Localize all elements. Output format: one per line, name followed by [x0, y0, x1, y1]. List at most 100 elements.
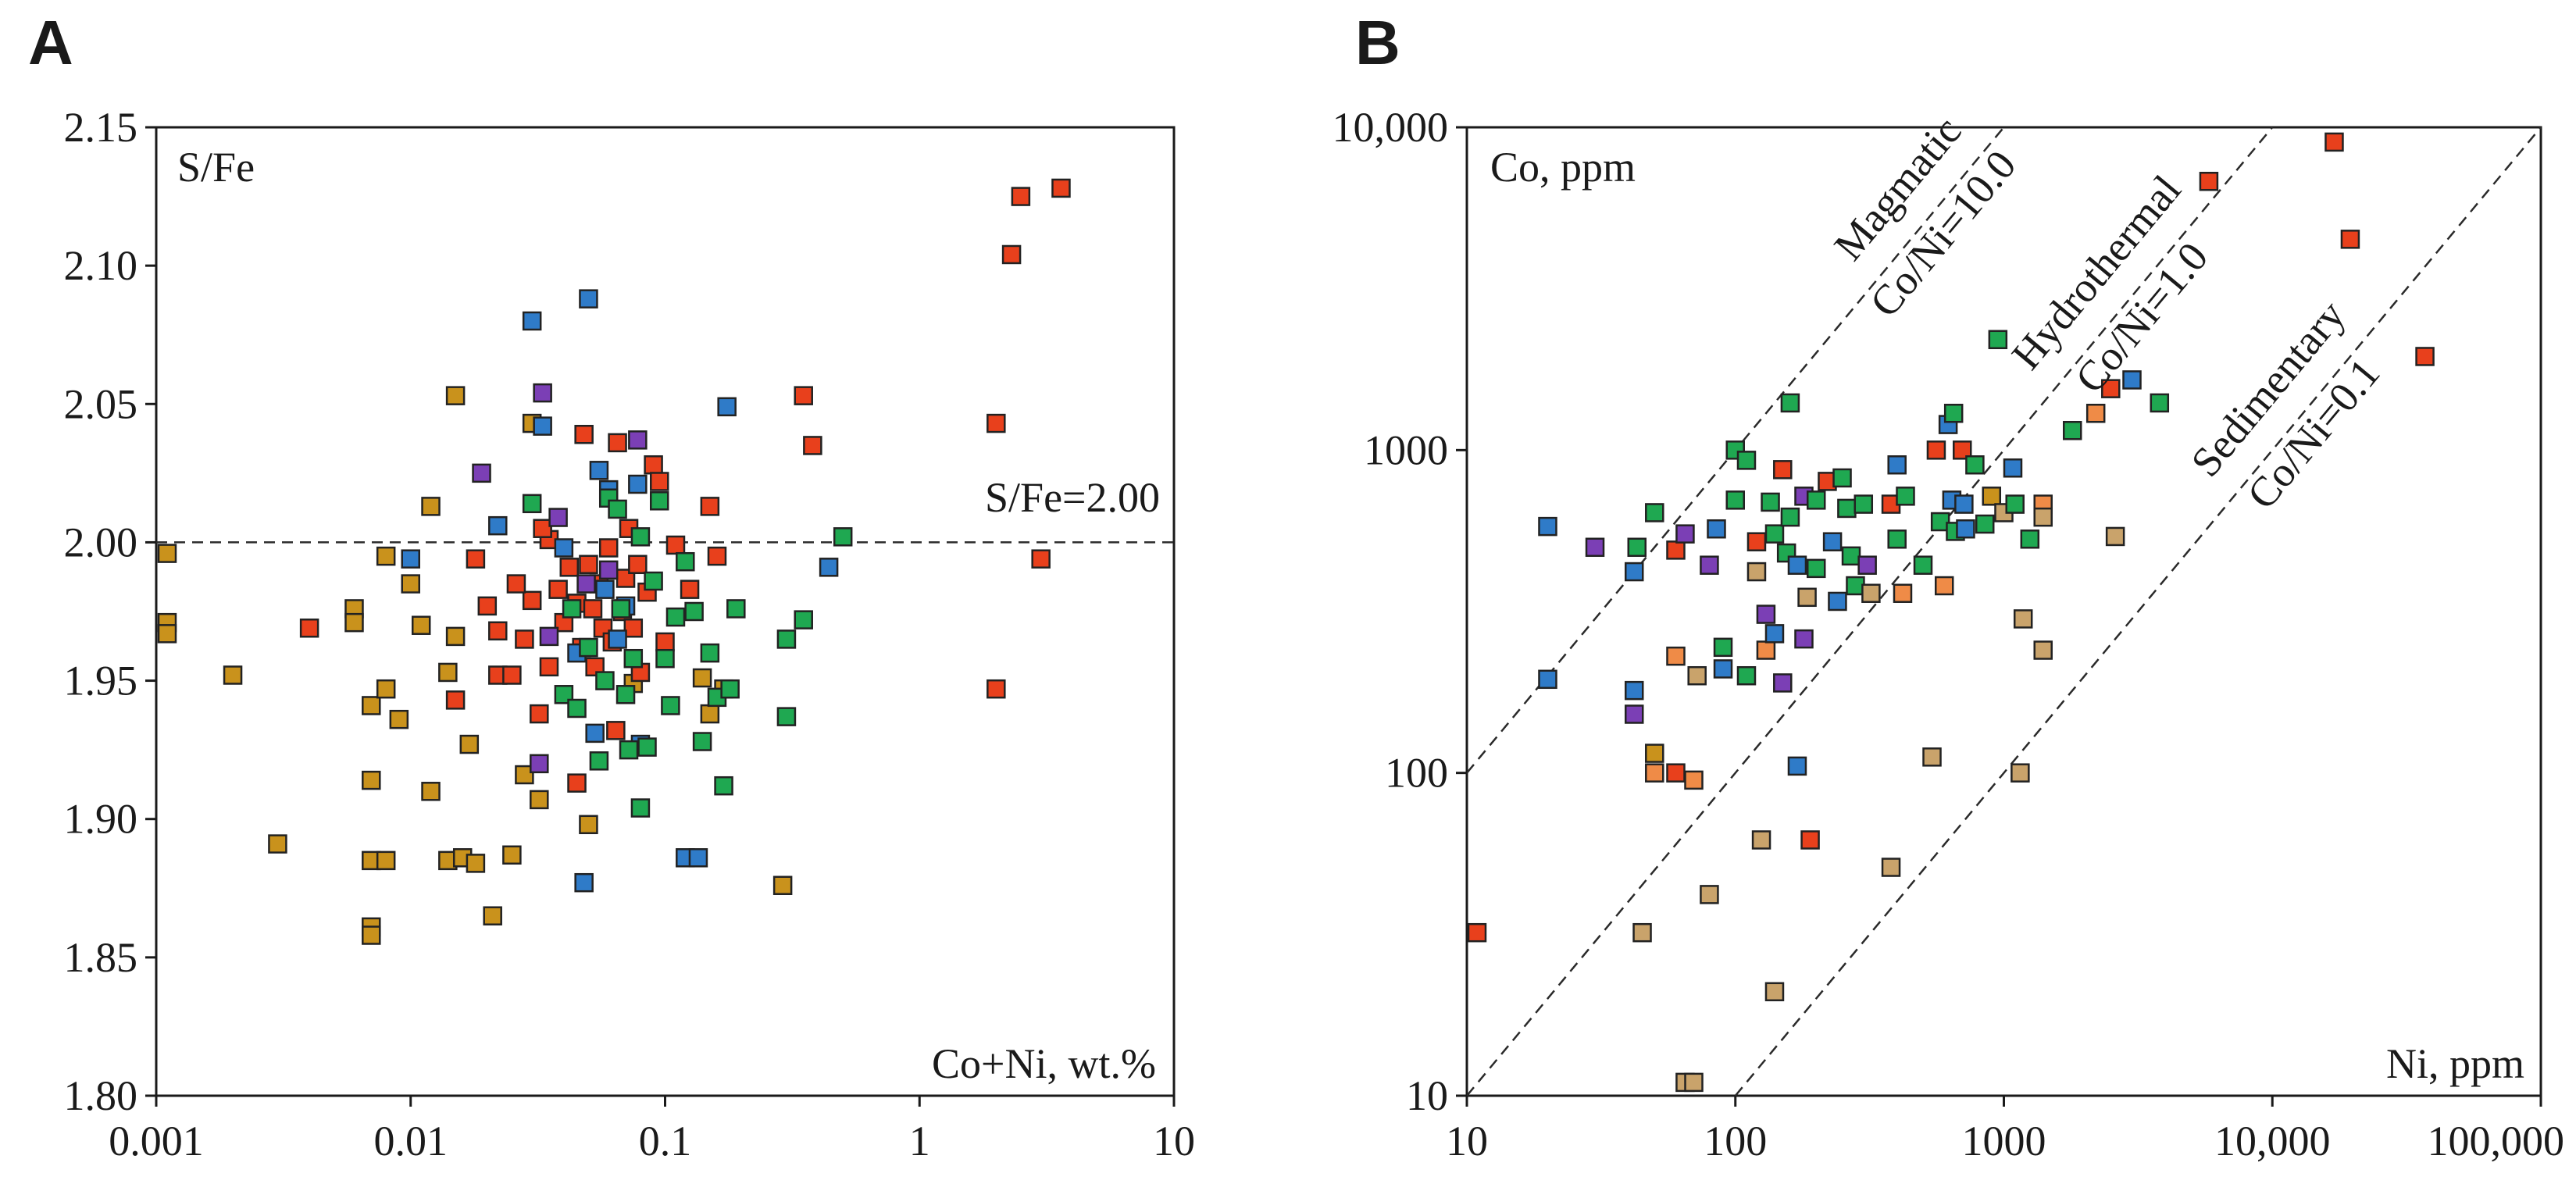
- panel-a-data-point: [623, 619, 644, 638]
- panel-a-data-point: [562, 599, 582, 619]
- panel-b-data-point: [2340, 230, 2360, 249]
- panel-b-x-tick-label: 100: [1704, 1118, 1767, 1164]
- panel-a-data-point: [522, 311, 542, 331]
- panel-b-data-point: [1645, 763, 1664, 783]
- panel-b-data-point: [2005, 494, 2025, 514]
- panel-b-reference-line: [1734, 127, 2542, 1097]
- panel-a-data-point: [530, 790, 549, 810]
- panel-b-data-point: [2324, 132, 2344, 152]
- panel-a-data-point: [522, 590, 542, 611]
- panel-b-data-point: [1841, 546, 1861, 566]
- panel-a-data-point: [376, 546, 396, 566]
- panel-b-data-point: [1746, 562, 1767, 582]
- panel-a-data-point: [649, 491, 669, 511]
- panel-b-data-point: [2101, 379, 2121, 398]
- panel-a-x-axis-label: Co+Ni, wt.%: [932, 1040, 1156, 1087]
- panel-a-data-point: [579, 289, 598, 308]
- panel-a-data-point: [533, 519, 552, 538]
- panel-b-plot-frame: [1465, 126, 2542, 1097]
- panel-a-data-point: [692, 668, 712, 688]
- panel-a-data-point: [608, 433, 627, 453]
- panel-a-data-point: [1051, 178, 1071, 198]
- panel-a-data-point: [615, 685, 636, 704]
- panel-a-data-point: [515, 765, 534, 785]
- panel-b-data-point: [2085, 403, 2106, 423]
- panel-a-data-point: [794, 386, 813, 405]
- panel-a-data-point: [644, 571, 663, 591]
- panel-b-data-point: [1684, 770, 1704, 790]
- panel-a-data-point: [1001, 244, 1022, 265]
- panel-a-y-tick-label: 1.80: [64, 1072, 138, 1119]
- panel-b-data-point: [1764, 624, 1785, 644]
- panel-a-data-point: [595, 579, 615, 599]
- panel-a-data-point: [157, 624, 177, 644]
- panel-b-data-point: [1930, 512, 1950, 532]
- panel-b-data-point: [1773, 460, 1793, 480]
- panel-b-data-point: [1953, 440, 1972, 460]
- panel-b-data-point: [1887, 530, 1907, 549]
- panel-a-data-point: [772, 875, 793, 895]
- panel-a-data-point: [644, 455, 663, 475]
- panel-a-data-point: [583, 599, 603, 619]
- panel-a-data-point: [401, 549, 420, 569]
- panel-b-data-point: [1666, 646, 1686, 666]
- panel-a-data-point: [589, 751, 609, 771]
- panel-b-data-point: [1627, 537, 1647, 558]
- panel-a-data-point: [608, 499, 627, 519]
- panel-b-data-point: [1806, 490, 1826, 510]
- panel-a-data-point: [477, 596, 498, 616]
- panel-b-data-point: [1787, 756, 1807, 776]
- panel-b-data-point: [1926, 440, 1946, 460]
- panel-b-data-point: [1756, 640, 1776, 660]
- panel-a-data-point: [502, 665, 522, 685]
- panel-a-x-tick-label: 1: [909, 1118, 930, 1164]
- panel-b-x-axis-label: Ni, ppm: [2386, 1040, 2524, 1087]
- panel-a-data-point: [530, 704, 549, 724]
- panel-b-data-point: [2122, 370, 2142, 390]
- panel-a: A 0.001 0.01 0.1 1 10 1.80 1.85 1.90 1.95 2.00 2.0…: [28, 8, 1195, 1164]
- panel-a-data-point: [362, 696, 381, 715]
- panel-b-data-point: [1854, 494, 1874, 514]
- panel-b-data-point: [1585, 537, 1605, 558]
- panel-b-reference-line: [1466, 127, 2274, 1097]
- panel-a-data-point: [362, 925, 381, 945]
- panel-b-data-point: [1943, 403, 1964, 423]
- panel-b-data-point: [1538, 516, 1557, 537]
- panel-a-x-tick-label: 0.1: [639, 1118, 692, 1164]
- panel-b-x-tick-label: 10: [1446, 1118, 1488, 1164]
- panel-a-data-point: [299, 619, 319, 638]
- panel-b-data-point: [1887, 455, 1907, 475]
- panel-b-data-point: [1756, 604, 1776, 624]
- panel-a-data-point: [421, 497, 441, 516]
- panel-a-data-point: [628, 474, 648, 494]
- panel-b-x-tick-label: 10,000: [2214, 1118, 2331, 1164]
- panel-a-data-point: [574, 425, 594, 444]
- panel-b-data-point: [1624, 680, 1644, 701]
- panel-b-letter: B: [1355, 8, 1400, 77]
- panel-b-x-tick-label: 1000: [1962, 1118, 2046, 1164]
- panel-a-reference-line-label: S/Fe=2.00: [985, 474, 1160, 521]
- panel-a-data-point: [445, 626, 466, 647]
- panel-b-data-point: [1736, 665, 1757, 686]
- panel-b-data-point: [1736, 451, 1757, 470]
- panel-b-y-tick-label: 1000: [1364, 426, 1448, 473]
- panel-b-data-point: [1806, 558, 1826, 579]
- panel-b-data-point: [1773, 673, 1793, 693]
- panel-a-data-points: [157, 178, 1071, 945]
- panel-a-data-point: [707, 546, 727, 566]
- panel-a-data-point: [344, 612, 364, 633]
- panel-a-data-point: [776, 707, 797, 726]
- panel-a-data-point: [688, 848, 708, 868]
- panel-a-data-point: [438, 662, 458, 683]
- panel-b-data-point: [1922, 747, 1942, 767]
- panel-b-data-point: [1975, 514, 1995, 534]
- panel-a-data-point: [665, 607, 686, 627]
- panel-b-y-tick-label: 100: [1385, 750, 1448, 797]
- panel-b-line-labels: MagmaticCo/Ni=10.0HydrothermalCo/Ni=1.0S…: [1825, 108, 2389, 518]
- panel-a-y-tick-label: 1.90: [64, 796, 138, 843]
- panel-a-data-point: [606, 721, 626, 740]
- panel-b-data-point: [1624, 562, 1644, 582]
- panel-b-data-point: [1857, 555, 1877, 575]
- panel-a-x-tick-label: 0.001: [109, 1118, 204, 1164]
- panel-a-data-point: [466, 854, 486, 873]
